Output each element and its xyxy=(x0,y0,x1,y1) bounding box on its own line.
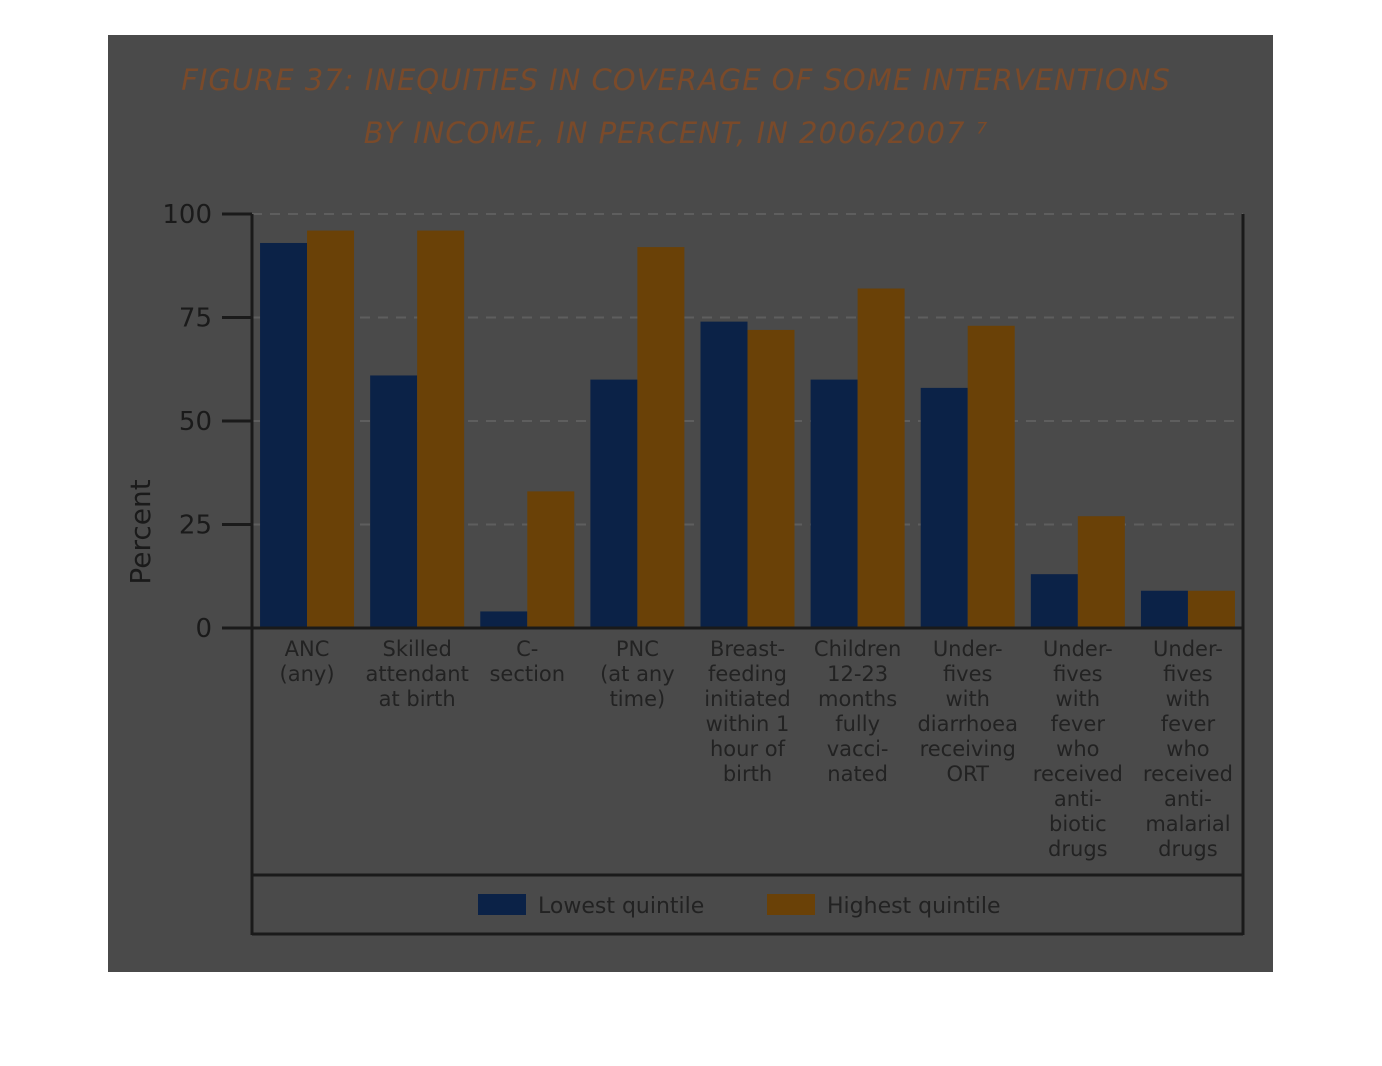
x-category-label: at birth xyxy=(379,687,456,711)
x-category-label: section xyxy=(489,662,565,686)
x-category-label: 12-23 xyxy=(827,662,888,686)
x-category-label: anti- xyxy=(1054,787,1102,811)
bar-highest xyxy=(307,230,355,628)
x-category-label: hour of xyxy=(710,737,786,761)
bar-highest xyxy=(747,329,795,628)
bar-highest xyxy=(637,247,685,628)
bar-highest xyxy=(857,288,905,628)
x-category-label: who xyxy=(1166,737,1209,761)
x-category-label: (at any xyxy=(600,662,675,686)
x-category-label: Under- xyxy=(1043,637,1113,661)
x-category-label: with xyxy=(1056,687,1101,711)
x-category-label: time) xyxy=(610,687,666,711)
bar-lowest xyxy=(590,379,638,628)
x-category-label: ORT xyxy=(947,762,990,786)
bar-highest xyxy=(527,491,575,628)
legend-swatch xyxy=(478,894,526,915)
bar-highest xyxy=(967,325,1015,628)
bar-lowest xyxy=(700,321,748,628)
x-category-label: fully xyxy=(835,712,880,736)
x-category-label: fives xyxy=(943,662,993,686)
bar-highest xyxy=(1187,590,1235,628)
legend-label: Highest quintile xyxy=(827,894,1001,919)
y-axis-label: Percent xyxy=(124,479,157,584)
legend-label: Lowest quintile xyxy=(538,894,704,919)
bar-lowest xyxy=(370,375,418,628)
x-category-label: Children xyxy=(814,637,901,661)
x-category-label: drugs xyxy=(1158,837,1218,861)
x-category-label: malarial xyxy=(1145,812,1230,836)
y-tick-label: 0 xyxy=(195,614,212,644)
x-category-label: Under- xyxy=(933,637,1003,661)
legend-swatch xyxy=(767,894,815,915)
x-category-label: who xyxy=(1056,737,1099,761)
x-category-label: anti- xyxy=(1164,787,1212,811)
x-category-label: biotic xyxy=(1049,812,1107,836)
bar-lowest xyxy=(1140,590,1188,628)
bar-lowest xyxy=(1030,574,1078,628)
x-category-label: initiated xyxy=(704,687,790,711)
x-category-label: Under- xyxy=(1153,637,1223,661)
bar-lowest xyxy=(260,242,308,629)
x-category-label: Breast- xyxy=(710,637,785,661)
x-category-label: fives xyxy=(1163,662,1213,686)
x-category-label: receiving xyxy=(920,737,1016,761)
x-category-label: feeding xyxy=(708,662,787,686)
x-category-label: C- xyxy=(516,637,538,661)
x-category-label: PNC xyxy=(616,637,659,661)
x-category-label: with xyxy=(1166,687,1211,711)
x-category-label: attendant xyxy=(366,662,469,686)
legend: Lowest quintile Highest quintile xyxy=(478,894,1001,919)
y-tick-label: 50 xyxy=(179,407,212,437)
bar-highest xyxy=(1077,516,1125,628)
x-category-label: fives xyxy=(1053,662,1103,686)
bars xyxy=(260,230,1235,629)
x-category-label: nated xyxy=(827,762,888,786)
x-category-label: received xyxy=(1033,762,1123,786)
x-category-label: months xyxy=(818,687,897,711)
x-category-label: drugs xyxy=(1048,837,1108,861)
x-category-label: diarrhoea xyxy=(917,712,1018,736)
x-category-label: ANC xyxy=(285,637,330,661)
x-category-label: fever xyxy=(1051,712,1106,736)
chart-title-line-1: FIGURE 37: INEQUITIES IN COVERAGE OF SOM… xyxy=(181,63,1171,97)
y-tick-label: 100 xyxy=(162,200,212,230)
axes: 0 25 50 75 100 xyxy=(162,200,1245,936)
bar-lowest xyxy=(920,387,968,628)
x-category-label: (any) xyxy=(280,662,335,686)
bar-lowest xyxy=(810,379,858,628)
x-category-label: with xyxy=(945,687,990,711)
x-category-label: received xyxy=(1143,762,1233,786)
x-category-label: within 1 xyxy=(706,712,790,736)
x-category-label: birth xyxy=(723,762,772,786)
x-category-label: fever xyxy=(1161,712,1216,736)
x-category-label: Skilled xyxy=(383,637,452,661)
chart-title-line-2: BY INCOME, IN PERCENT, IN 2006/2007 ⁷ xyxy=(364,116,989,150)
bar-lowest xyxy=(480,611,528,628)
x-category-label: vacci- xyxy=(827,737,889,761)
y-tick-label: 75 xyxy=(179,304,212,334)
y-tick-label: 25 xyxy=(179,511,212,541)
bar-highest xyxy=(417,230,465,628)
